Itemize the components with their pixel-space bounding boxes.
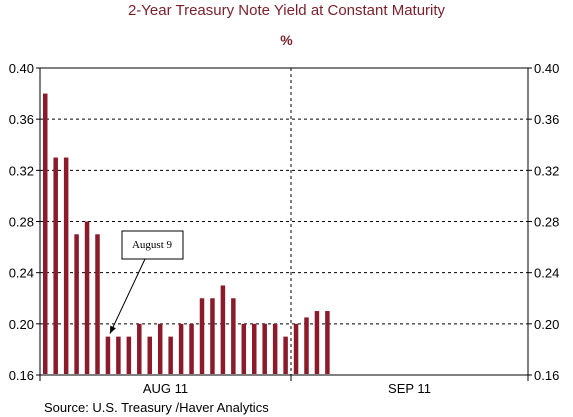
y-tick-label-left: 0.16 bbox=[9, 368, 34, 383]
bar bbox=[95, 234, 100, 374]
bar bbox=[283, 336, 288, 374]
y-tick-label-right: 0.20 bbox=[534, 317, 559, 332]
bar bbox=[74, 234, 79, 374]
bar bbox=[178, 323, 184, 374]
bar bbox=[304, 317, 309, 374]
y-tick-label-left: 0.40 bbox=[9, 61, 34, 76]
annotation-label: August 9 bbox=[132, 239, 173, 251]
bar bbox=[210, 298, 215, 374]
y-tick-label-left: 0.24 bbox=[9, 266, 34, 281]
bar bbox=[63, 157, 69, 374]
bar bbox=[137, 323, 142, 374]
bars bbox=[43, 93, 330, 374]
source-note: Source: U.S. Treasury /Haver Analytics bbox=[44, 400, 269, 415]
bar bbox=[168, 336, 173, 374]
bar bbox=[43, 93, 48, 374]
annotation-arrow bbox=[109, 258, 146, 334]
bar bbox=[272, 323, 278, 374]
y-tick-label-left: 0.32 bbox=[9, 163, 34, 178]
bar bbox=[116, 336, 121, 374]
bar bbox=[105, 336, 111, 374]
y-tick-label-right: 0.36 bbox=[534, 112, 559, 127]
axis-ticks: 0.16 0.16 0.20 0.20 0.24 0.24 0.28 0.28 0.32 0.32… bbox=[9, 61, 560, 396]
chart-title: 2-Year Treasury Note Yield at Constant M… bbox=[127, 2, 446, 19]
bar bbox=[189, 323, 194, 374]
annotation: August 9 bbox=[109, 230, 184, 334]
y-tick-label-left: 0.28 bbox=[9, 215, 34, 230]
bar bbox=[314, 311, 320, 374]
bar bbox=[53, 157, 58, 374]
y-tick-label-right: 0.28 bbox=[534, 215, 559, 230]
bar bbox=[325, 311, 330, 374]
bar bbox=[252, 323, 257, 374]
y-tick-label-right: 0.32 bbox=[534, 163, 559, 178]
bar bbox=[231, 298, 236, 374]
bar bbox=[84, 221, 90, 374]
x-tick-label: SEP 11 bbox=[388, 381, 431, 396]
annotation-box bbox=[121, 230, 184, 260]
y-tick-label-right: 0.40 bbox=[534, 61, 559, 76]
bar bbox=[147, 336, 152, 374]
bar bbox=[126, 336, 132, 374]
y-tick-label-left: 0.36 bbox=[9, 112, 34, 127]
bar bbox=[262, 323, 267, 374]
y-tick-label-left: 0.20 bbox=[9, 317, 34, 332]
bar bbox=[199, 298, 205, 374]
bar bbox=[220, 285, 226, 374]
bar bbox=[157, 323, 163, 374]
bar bbox=[241, 323, 247, 374]
chart-unit: % bbox=[280, 32, 293, 48]
y-tick-label-right: 0.24 bbox=[534, 266, 559, 281]
bar bbox=[293, 323, 299, 374]
annotation-arrowhead bbox=[109, 325, 116, 334]
x-tick-label: AUG 11 bbox=[143, 381, 188, 396]
y-tick-label-right: 0.16 bbox=[534, 368, 559, 383]
